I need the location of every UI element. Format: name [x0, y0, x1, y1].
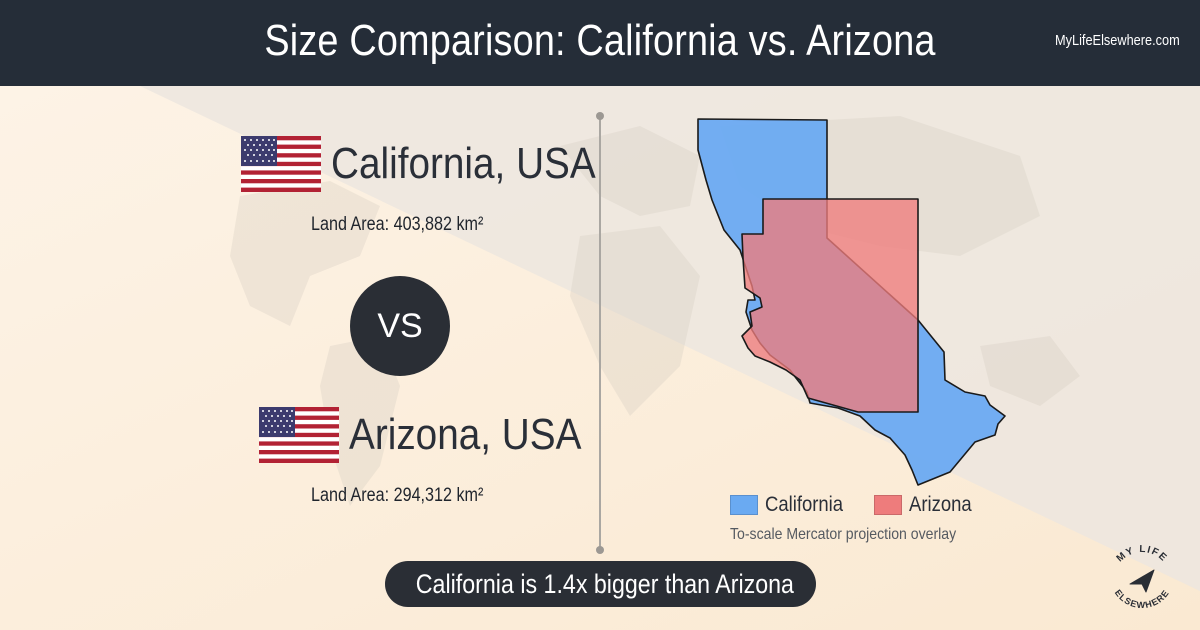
svg-text:ELSEWHERE: ELSEWHERE [1113, 588, 1172, 610]
us-flag-icon [241, 136, 321, 192]
logo-text-bottom: ELSEWHERE [1113, 588, 1171, 610]
divider-bottom-dot [596, 546, 604, 554]
vertical-divider [599, 116, 601, 550]
legend-label-california: California [765, 493, 844, 516]
svg-text:MY LIFE: MY LIFE [1115, 544, 1170, 564]
divider-top-dot [596, 112, 604, 120]
country-b-name: Arizona, USA [349, 410, 582, 459]
us-flag-icon [259, 407, 339, 463]
paper-plane-icon [1129, 569, 1155, 593]
legend-swatch-california [730, 495, 758, 515]
map-legend: California Arizona [730, 493, 1000, 517]
logo-text-top: MY LIFE [1115, 544, 1168, 564]
country-a-heading: California, USA [241, 136, 632, 192]
arizona-shape [741, 198, 919, 413]
page-title: Size Comparison: California vs. Arizona [264, 16, 936, 65]
mylifeelsewhere-logo[interactable]: MY LIFE ELSEWHERE [1100, 536, 1184, 620]
comparison-result: California is 1.4x bigger than Arizona [385, 561, 816, 607]
country-b-heading: Arizona, USA [259, 407, 613, 463]
legend-swatch-arizona [873, 495, 902, 515]
header-bar: Size Comparison: California vs. Arizona … [0, 0, 1200, 86]
vs-badge: VS [350, 276, 450, 376]
site-name[interactable]: MyLifeElsewhere.com [1055, 32, 1180, 49]
legend-label-arizona: Arizona [908, 493, 972, 516]
country-b-area: Land Area: 294,312 km² [311, 485, 484, 506]
comparison-result-text: California is 1.4x bigger than Arizona [415, 569, 794, 599]
projection-note: To-scale Mercator projection overlay [730, 526, 957, 543]
country-a-name: California, USA [331, 139, 596, 188]
country-a-area: Land Area: 403,882 km² [311, 214, 484, 235]
